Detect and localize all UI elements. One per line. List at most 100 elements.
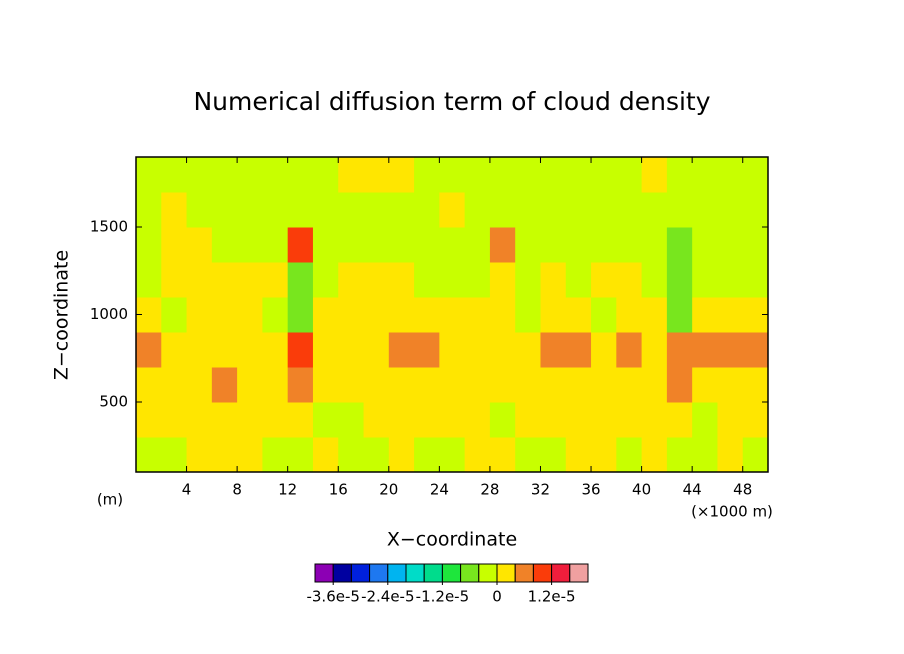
cell: [540, 402, 567, 438]
cell: [388, 227, 415, 263]
x-tick-label: 36: [581, 481, 600, 499]
cell: [312, 227, 339, 263]
cell: [211, 227, 238, 263]
cell: [692, 332, 718, 368]
cell: [287, 332, 314, 368]
cell: [515, 437, 541, 473]
cell: [287, 157, 314, 193]
colorbar-label: -1.2e-5: [416, 588, 469, 606]
cell: [515, 402, 541, 438]
cell: [186, 192, 213, 228]
cell: [464, 437, 491, 473]
cell: [136, 367, 162, 403]
cell: [262, 192, 289, 228]
cell: [186, 297, 213, 333]
cell: [439, 157, 466, 193]
cell: [666, 332, 693, 368]
cell: [641, 402, 668, 438]
cell: [161, 262, 188, 298]
cell: [338, 297, 365, 333]
x-tick-label: 16: [329, 481, 348, 499]
cell: [692, 297, 718, 333]
cell: [616, 297, 643, 333]
cell: [489, 437, 516, 473]
cell: [186, 367, 213, 403]
cell: [717, 297, 744, 333]
cell: [338, 192, 365, 228]
cell: [540, 437, 567, 473]
cell: [515, 332, 541, 368]
cell: [641, 437, 668, 473]
cell: [565, 262, 592, 298]
colorbar-box: [441, 563, 462, 583]
x-unit: (×1000 m): [691, 503, 773, 521]
cell: [287, 367, 314, 403]
cell: [161, 402, 188, 438]
cell: [186, 332, 213, 368]
cell: [338, 367, 365, 403]
cell: [489, 297, 516, 333]
cell: [338, 437, 365, 473]
cell: [489, 157, 516, 193]
x-tick-label: 12: [278, 481, 297, 499]
cell: [161, 157, 188, 193]
cell: [641, 262, 668, 298]
cell: [742, 402, 769, 438]
colorbar-label: 0: [492, 588, 502, 606]
cell: [186, 227, 213, 263]
cell: [515, 192, 541, 228]
cell: [211, 262, 238, 298]
cell: [186, 402, 213, 438]
cell: [666, 262, 693, 298]
cell: [363, 297, 390, 333]
cell: [616, 227, 643, 263]
colorbar-label: -2.4e-5: [361, 588, 414, 606]
cell: [464, 332, 491, 368]
cell: [211, 437, 238, 473]
cell: [565, 437, 592, 473]
cell: [489, 402, 516, 438]
cell: [565, 297, 592, 333]
cell: [161, 367, 188, 403]
cell: [211, 297, 238, 333]
cell: [616, 437, 643, 473]
x-tick-label: 40: [632, 481, 651, 499]
cell: [414, 367, 440, 403]
x-tick-label: 32: [531, 481, 550, 499]
cell: [616, 332, 643, 368]
cell: [186, 262, 213, 298]
cell: [388, 402, 415, 438]
cell: [136, 157, 162, 193]
cell: [717, 227, 744, 263]
cell: [287, 227, 314, 263]
cell: [237, 227, 263, 263]
cell: [515, 297, 541, 333]
cell: [312, 332, 339, 368]
colorbar-box: [423, 563, 443, 583]
cell: [464, 297, 491, 333]
cell: [287, 192, 314, 228]
cell: [591, 227, 617, 263]
cell: [641, 192, 668, 228]
cell: [312, 157, 339, 193]
cell: [414, 437, 440, 473]
chart-title: Numerical diffusion term of cloud densit…: [193, 87, 710, 116]
cell: [591, 367, 617, 403]
cell: [489, 192, 516, 228]
x-axis-label: X−coordinate: [387, 529, 517, 551]
cell: [388, 367, 415, 403]
cell: [515, 262, 541, 298]
cell: [616, 262, 643, 298]
colorbar-box: [314, 563, 334, 583]
cell: [565, 192, 592, 228]
cell: [414, 157, 440, 193]
cell: [161, 437, 188, 473]
cell: [414, 192, 440, 228]
colorbar-box: [514, 563, 534, 583]
x-tick-label: 48: [733, 481, 752, 499]
cell: [616, 402, 643, 438]
cell: [742, 157, 769, 193]
cell: [211, 367, 238, 403]
